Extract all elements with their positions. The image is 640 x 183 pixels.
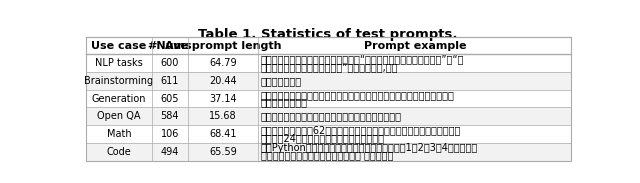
- Text: 37.14: 37.14: [209, 94, 237, 104]
- Text: 611: 611: [161, 76, 179, 86]
- Text: 请用Python语言完成如下题目解答：有四个数字：1、2、3、4，能组成多: 请用Python语言完成如下题目解答：有四个数字：1、2、3、4，能组成多: [260, 143, 478, 153]
- Bar: [86, 143, 572, 160]
- Text: Math: Math: [107, 129, 131, 139]
- Text: 我想知道下面两句话的意思是否相同，“花咆分期了会影响芝麻分吗？”，“花: 我想知道下面两句话的意思是否相同，“花咆分期了会影响芝麻分吗？”，“花: [260, 54, 464, 64]
- Text: 转化为商业机机。: 转化为商业机机。: [260, 98, 308, 107]
- Text: 蓝气球有24只，红气球和黄气球各有多少只？: 蓝气球有24只，红气球和黄气球各有多少只？: [260, 133, 385, 143]
- Text: #Nums: #Nums: [148, 41, 192, 51]
- Text: 红、黄、蓝气球共有62只，其中红气球的五分之三等于黄气球的三分之二，: 红、黄、蓝气球共有62只，其中红气球的五分之三等于黄气球的三分之二，: [260, 125, 461, 135]
- Text: Prompt example: Prompt example: [364, 41, 466, 51]
- Text: 鸡蛋的蛋黄中含有增强人脑记忆不可缺少的哪种物质？: 鸡蛋的蛋黄中含有增强人脑记忆不可缺少的哪种物质？: [260, 111, 402, 121]
- Text: 605: 605: [161, 94, 179, 104]
- Text: Ave prompt length: Ave prompt length: [165, 41, 282, 51]
- Text: Code: Code: [107, 147, 131, 157]
- Text: 咆被限额度了会不会有什么影响”，选项：是的,不是: 咆被限额度了会不会有什么影响”，选项：是的,不是: [260, 62, 398, 72]
- Bar: [86, 90, 572, 107]
- Text: Open QA: Open QA: [97, 111, 141, 121]
- Text: Table 1. Statistics of test prompts.: Table 1. Statistics of test prompts.: [198, 28, 458, 41]
- Text: 584: 584: [161, 111, 179, 121]
- Text: 20.44: 20.44: [209, 76, 237, 86]
- Text: 68.41: 68.41: [209, 129, 237, 139]
- Text: 64.79: 64.79: [209, 58, 237, 68]
- Text: 如何克服焦虑？: 如何克服焦虑？: [260, 76, 302, 86]
- Bar: [86, 125, 572, 143]
- Bar: [86, 107, 572, 125]
- Bar: [86, 54, 572, 72]
- Text: 494: 494: [161, 147, 179, 157]
- Bar: [86, 37, 572, 160]
- Text: 以成功为主题，撰写一篇商业风格的人物访谈，探讨如何将某种难题或挑战: 以成功为主题，撰写一篇商业风格的人物访谈，探讨如何将某种难题或挑战: [260, 90, 454, 100]
- Text: 15.68: 15.68: [209, 111, 237, 121]
- Text: 65.59: 65.59: [209, 147, 237, 157]
- Text: 600: 600: [161, 58, 179, 68]
- Text: 少个互不相同且无重复数字的三位数？ 各是多少？: 少个互不相同且无重复数字的三位数？ 各是多少？: [260, 151, 393, 161]
- Text: Use case: Use case: [92, 41, 147, 51]
- Text: Brainstorming: Brainstorming: [84, 76, 154, 86]
- Bar: [86, 72, 572, 90]
- Text: Generation: Generation: [92, 94, 146, 104]
- Text: NLP tasks: NLP tasks: [95, 58, 143, 68]
- Text: 106: 106: [161, 129, 179, 139]
